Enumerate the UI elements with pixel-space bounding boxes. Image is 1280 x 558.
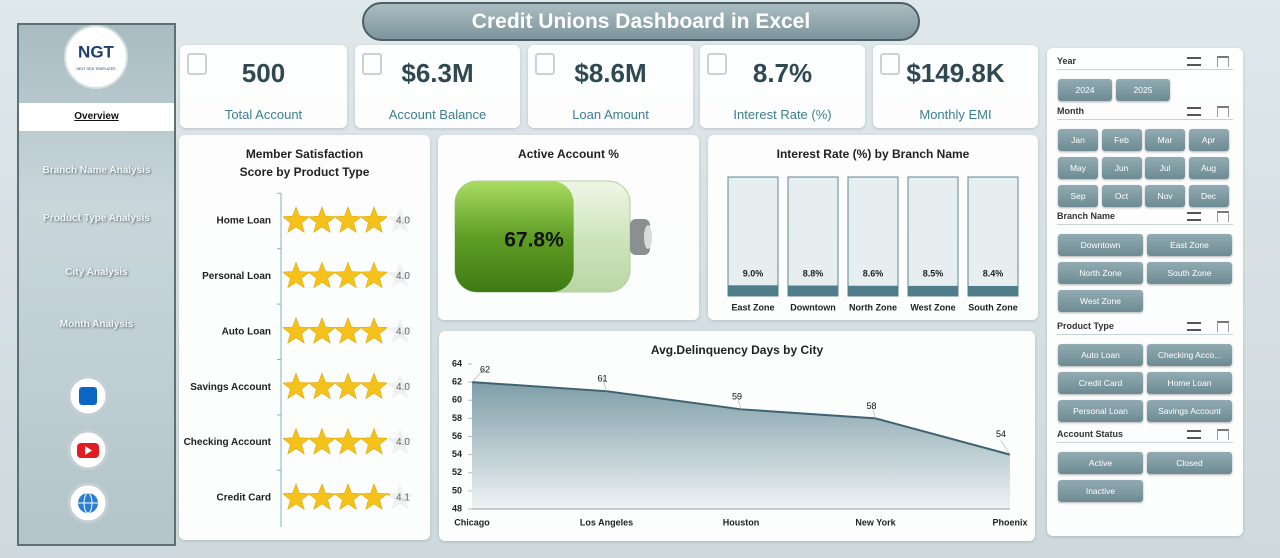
kpi-value: $149.8K	[906, 58, 1005, 88]
slicer-button[interactable]: Aug	[1188, 157, 1229, 179]
clear-filter-icon[interactable]	[1217, 56, 1229, 67]
slicer-button[interactable]: Nov	[1145, 185, 1185, 207]
sidebar: NGT NEXT GEN TEMPLATES Overview Branch Na…	[17, 23, 176, 546]
web-icon[interactable]	[67, 482, 109, 524]
logo-badge	[64, 25, 128, 89]
kpi-icon	[362, 53, 382, 75]
kpi-card: $6.3M Account Balance	[355, 45, 520, 128]
slicer-button[interactable]: 2024	[1058, 79, 1112, 101]
linkedin-icon[interactable]	[67, 375, 109, 417]
chart-panel: Interest Rate (%) by Branch Name	[708, 135, 1038, 320]
slicer-button[interactable]: Jan	[1058, 129, 1098, 151]
chart-title: Interest Rate (%) by Branch Name	[776, 147, 970, 161]
dashboard-title: Credit Unions Dashboard in Excel	[362, 2, 920, 41]
slicer-header: Month	[1057, 106, 1233, 120]
kpi-card: $149.8K Monthly EMI	[873, 45, 1038, 128]
chart-panel: Member Satisfaction Score by Product Typ…	[179, 135, 430, 540]
slicer-button[interactable]: Downtown	[1058, 234, 1143, 256]
slicer-button[interactable]: Sep	[1058, 185, 1098, 207]
logo-subtitle: NEXT GEN TEMPLATES	[76, 67, 116, 71]
clear-filter-icon[interactable]	[1217, 106, 1229, 117]
slicer-button[interactable]: May	[1058, 157, 1098, 179]
slicer-button[interactable]: Auto Loan	[1058, 344, 1143, 366]
kpi-icon	[187, 53, 207, 75]
slicer-button[interactable]: 2025	[1116, 79, 1170, 101]
kpi-label: Interest Rate (%)	[733, 107, 832, 122]
slicer-button[interactable]: West Zone	[1058, 290, 1143, 312]
slicer-button[interactable]: Apr	[1188, 129, 1229, 151]
slicer-button[interactable]: Personal Loan	[1058, 400, 1143, 422]
kpi-icon	[707, 53, 727, 75]
chart-panel: Active Account %	[438, 135, 699, 320]
slicer-button[interactable]: Mar	[1145, 129, 1185, 151]
nav-item[interactable]: Overview	[19, 103, 174, 131]
slicer-button[interactable]: Closed	[1147, 452, 1232, 474]
chart-title: Member Satisfaction Score by Product Typ…	[239, 147, 370, 179]
clear-filter-icon[interactable]	[1217, 321, 1229, 332]
chart-title: Avg.Delinquency Days by City	[650, 343, 824, 357]
multi-select-icon[interactable]	[1187, 430, 1201, 439]
nav-item[interactable]: Branch Name Analysis	[42, 165, 151, 176]
slicer-header: Product Type	[1057, 321, 1233, 335]
slicer-button[interactable]: Savings Account	[1147, 400, 1232, 422]
chart-title: Active Account %	[518, 147, 619, 161]
slicer-header: Year	[1057, 56, 1233, 70]
kpi-label: Monthly EMI	[919, 107, 992, 122]
multi-select-icon[interactable]	[1187, 212, 1201, 221]
youtube-icon[interactable]	[67, 429, 109, 471]
kpi-label: Account Balance	[388, 107, 487, 122]
chart-panel: Avg.Delinquency Days by City	[439, 331, 1035, 541]
slicer-button[interactable]: Jun	[1101, 157, 1142, 179]
kpi-value: 500	[241, 58, 286, 88]
slicer-button[interactable]: South Zone	[1147, 262, 1232, 284]
kpi-icon	[880, 53, 900, 75]
sidebar-graphics: NGT NEXT GEN TEMPLATES	[64, 25, 128, 524]
clear-filter-icon[interactable]	[1217, 211, 1229, 222]
kpi-card: 500 Total Account	[180, 45, 347, 128]
nav-item[interactable]: Product Type Analysis	[43, 213, 150, 224]
slicer-header: Branch Name	[1057, 211, 1233, 225]
slicer-button[interactable]: Jul	[1145, 157, 1185, 179]
slicer-button[interactable]: Feb	[1101, 129, 1142, 151]
slicer-button[interactable]: East Zone	[1147, 234, 1232, 256]
logo-text: NGT	[78, 42, 115, 61]
slicer-button[interactable]: Inactive	[1058, 480, 1143, 502]
nav-item[interactable]: City Analysis	[65, 267, 128, 278]
clear-filter-icon[interactable]	[1217, 429, 1229, 440]
slicer-button[interactable]: Checking Acco...	[1147, 344, 1232, 366]
kpi-value: $8.6M	[574, 58, 647, 88]
multi-select-icon[interactable]	[1187, 322, 1201, 331]
slicer-button[interactable]: Credit Card	[1058, 372, 1143, 394]
kpi-card: $8.6M Loan Amount	[528, 45, 693, 128]
multi-select-icon[interactable]	[1187, 57, 1201, 66]
slicer-header: Account Status	[1057, 429, 1233, 443]
kpi-value: 8.7%	[752, 58, 813, 88]
multi-select-icon[interactable]	[1187, 107, 1201, 116]
kpi-label: Loan Amount	[572, 107, 649, 122]
nav-item[interactable]: Month Analysis	[59, 319, 134, 330]
kpi-card: 8.7% Interest Rate (%)	[700, 45, 865, 128]
kpi-icon	[535, 53, 555, 75]
slicer-button[interactable]: North Zone	[1058, 262, 1143, 284]
slicer-button[interactable]: Home Loan	[1147, 372, 1232, 394]
slicer-button[interactable]: Active	[1058, 452, 1143, 474]
slicer-button[interactable]: Dec	[1188, 185, 1229, 207]
slicer-button[interactable]: Oct	[1101, 185, 1142, 207]
kpi-label: Total Account	[224, 107, 303, 122]
kpi-value: $6.3M	[401, 58, 474, 88]
